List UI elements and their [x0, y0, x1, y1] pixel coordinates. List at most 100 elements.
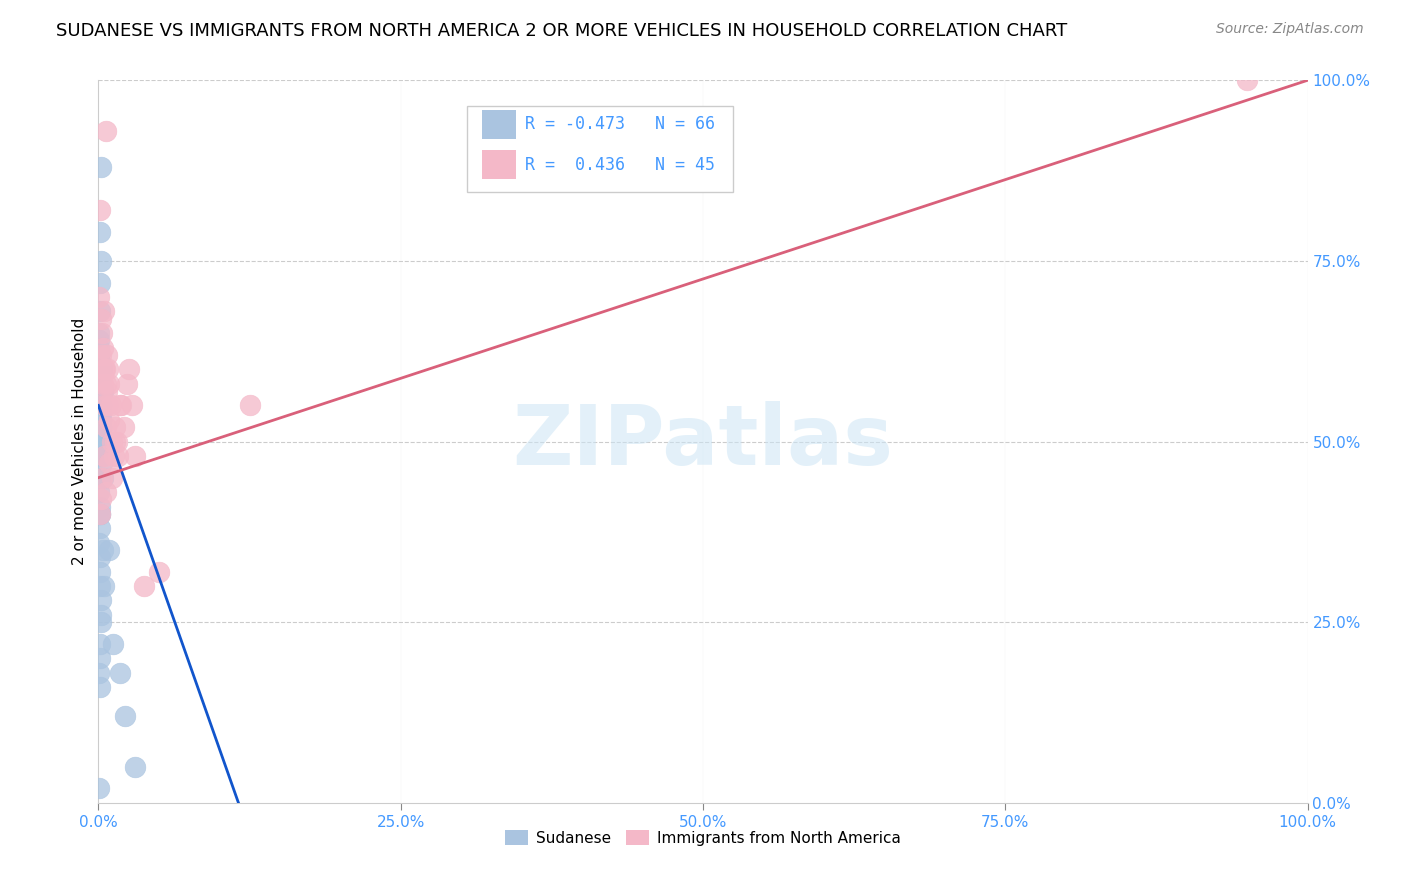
Point: [90, 253, 112, 268]
Point: [112, 420, 135, 434]
Point: [89, 355, 111, 369]
Point: [89, 507, 111, 521]
Point: [89, 384, 111, 398]
Point: [89, 565, 111, 579]
Point: [89, 348, 111, 362]
Point: [90, 160, 112, 174]
Point: [90, 398, 112, 412]
Point: [90, 434, 112, 449]
Point: [89, 203, 111, 218]
Point: [90, 434, 112, 449]
Point: [121, 398, 143, 412]
Point: [89, 376, 111, 391]
Point: [97, 362, 120, 376]
Point: [87, 434, 110, 449]
Point: [89, 420, 111, 434]
Point: [96, 348, 118, 362]
Point: [90, 420, 112, 434]
Text: SUDANESE VS IMMIGRANTS FROM NORTH AMERICA 2 OR MORE VEHICLES IN HOUSEHOLD CORREL: SUDANESE VS IMMIGRANTS FROM NORTH AMERIC…: [56, 22, 1067, 40]
Point: [1236, 73, 1258, 87]
Text: R = -0.473   N = 66: R = -0.473 N = 66: [526, 115, 716, 133]
Point: [124, 449, 146, 463]
Point: [89, 362, 111, 376]
Point: [105, 434, 128, 449]
Point: [89, 485, 111, 500]
Point: [114, 709, 136, 723]
Point: [89, 376, 111, 391]
Point: [90, 413, 112, 427]
Point: [90, 398, 112, 412]
Point: [89, 651, 111, 665]
Point: [89, 521, 111, 535]
Y-axis label: 2 or more Vehicles in Household: 2 or more Vehicles in Household: [72, 318, 87, 566]
Point: [89, 500, 111, 514]
Point: [110, 398, 132, 412]
Point: [104, 420, 127, 434]
Point: [89, 535, 111, 549]
Point: [89, 341, 111, 355]
Point: [90, 406, 112, 420]
Point: [90, 427, 112, 442]
Point: [91, 542, 114, 557]
Point: [93, 398, 115, 412]
Point: [132, 579, 155, 593]
Point: [98, 376, 121, 391]
Point: [93, 579, 115, 593]
Point: [89, 507, 111, 521]
Point: [90, 311, 112, 326]
Point: [89, 665, 111, 680]
Point: [104, 434, 127, 449]
Point: [108, 398, 131, 412]
Point: [98, 413, 121, 427]
Point: [89, 550, 111, 565]
Point: [91, 471, 114, 485]
Legend: Sudanese, Immigrants from North America: Sudanese, Immigrants from North America: [505, 830, 901, 846]
Point: [90, 607, 112, 622]
Point: [89, 781, 111, 796]
Point: [89, 391, 111, 405]
Point: [98, 456, 121, 470]
Point: [90, 492, 112, 507]
Point: [91, 326, 114, 341]
Point: [93, 362, 115, 376]
Point: [91, 471, 114, 485]
Point: [89, 290, 111, 304]
Point: [90, 449, 112, 463]
Point: [101, 434, 124, 449]
Point: [101, 637, 124, 651]
Point: [96, 398, 118, 412]
Point: [89, 225, 111, 239]
Point: [90, 348, 112, 362]
Point: [124, 760, 146, 774]
Point: [87, 334, 110, 348]
Point: [94, 362, 117, 376]
Point: [89, 326, 111, 341]
Point: [94, 420, 117, 434]
Point: [148, 565, 170, 579]
Point: [89, 637, 111, 651]
Point: [101, 471, 124, 485]
Text: Source: ZipAtlas.com: Source: ZipAtlas.com: [1216, 22, 1364, 37]
Point: [108, 665, 131, 680]
Point: [89, 398, 111, 412]
Point: [96, 384, 118, 398]
Point: [90, 449, 112, 463]
Point: [89, 507, 111, 521]
Point: [93, 449, 115, 463]
Point: [90, 376, 112, 391]
Point: [115, 376, 138, 391]
Point: [89, 471, 111, 485]
FancyBboxPatch shape: [482, 110, 516, 138]
Point: [94, 124, 117, 138]
Point: [94, 485, 117, 500]
Point: [107, 449, 129, 463]
Point: [91, 456, 114, 470]
Point: [90, 615, 112, 630]
Point: [89, 579, 111, 593]
Point: [103, 449, 125, 463]
Point: [118, 362, 141, 376]
Text: ZIPatlas: ZIPatlas: [513, 401, 893, 482]
Point: [94, 376, 117, 391]
Point: [89, 276, 111, 290]
Point: [89, 680, 111, 694]
